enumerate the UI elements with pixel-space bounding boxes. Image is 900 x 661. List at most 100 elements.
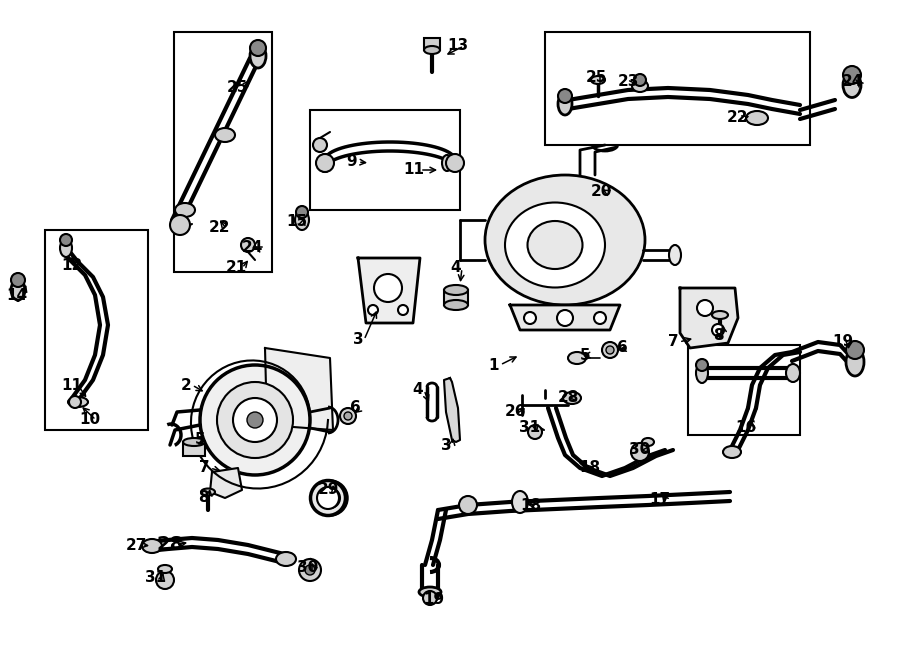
Circle shape <box>320 488 340 508</box>
Ellipse shape <box>295 210 309 230</box>
Circle shape <box>69 396 81 408</box>
Bar <box>310 110 460 210</box>
Circle shape <box>374 274 402 302</box>
Ellipse shape <box>723 446 741 458</box>
Circle shape <box>843 66 861 84</box>
Ellipse shape <box>175 203 195 217</box>
Text: 30: 30 <box>629 442 651 457</box>
Circle shape <box>316 154 334 172</box>
Circle shape <box>606 346 614 354</box>
Text: 6: 6 <box>349 401 360 416</box>
Ellipse shape <box>786 364 800 382</box>
Ellipse shape <box>444 300 468 310</box>
Circle shape <box>528 425 542 439</box>
Ellipse shape <box>442 155 452 171</box>
Ellipse shape <box>568 352 586 364</box>
Circle shape <box>696 359 708 371</box>
Polygon shape <box>265 348 333 430</box>
Circle shape <box>170 215 190 235</box>
Text: 3: 3 <box>353 332 364 348</box>
Circle shape <box>459 496 477 514</box>
Text: 31: 31 <box>519 420 541 436</box>
Ellipse shape <box>505 202 605 288</box>
Text: 3: 3 <box>441 438 451 453</box>
Ellipse shape <box>485 175 645 305</box>
Ellipse shape <box>632 80 648 92</box>
Circle shape <box>217 382 293 458</box>
Circle shape <box>697 300 713 316</box>
Circle shape <box>340 408 356 424</box>
Circle shape <box>846 341 864 359</box>
Circle shape <box>712 324 724 336</box>
Text: 11: 11 <box>403 163 425 178</box>
Text: 8: 8 <box>198 490 208 506</box>
Text: 6: 6 <box>616 340 627 356</box>
Ellipse shape <box>591 76 605 84</box>
Circle shape <box>557 310 573 326</box>
Ellipse shape <box>696 363 708 383</box>
Text: 4: 4 <box>413 383 423 397</box>
Ellipse shape <box>843 73 861 98</box>
Circle shape <box>313 138 327 152</box>
Ellipse shape <box>712 311 728 319</box>
Ellipse shape <box>527 221 582 269</box>
Circle shape <box>233 398 277 442</box>
Text: 18: 18 <box>580 461 600 475</box>
Circle shape <box>398 305 408 315</box>
Text: 24: 24 <box>842 75 863 89</box>
Polygon shape <box>358 258 420 323</box>
Circle shape <box>423 591 437 605</box>
Text: 30: 30 <box>297 561 319 576</box>
Circle shape <box>11 273 25 287</box>
Circle shape <box>247 412 263 428</box>
Ellipse shape <box>318 154 332 172</box>
Ellipse shape <box>669 245 681 265</box>
Circle shape <box>524 312 536 324</box>
Text: 7: 7 <box>668 334 679 350</box>
Text: 14: 14 <box>6 288 28 303</box>
Circle shape <box>200 365 310 475</box>
Text: 18: 18 <box>520 498 542 512</box>
Text: 12: 12 <box>61 258 83 272</box>
Bar <box>183 442 205 456</box>
Circle shape <box>634 74 646 86</box>
Ellipse shape <box>317 487 339 509</box>
Text: 11: 11 <box>61 377 83 393</box>
Circle shape <box>631 443 649 461</box>
Ellipse shape <box>183 438 205 446</box>
Text: 23: 23 <box>617 75 639 89</box>
Text: 28: 28 <box>157 535 184 555</box>
Ellipse shape <box>563 392 581 404</box>
Text: 5: 5 <box>194 432 205 447</box>
Ellipse shape <box>419 587 441 597</box>
Ellipse shape <box>444 285 468 295</box>
Ellipse shape <box>746 111 768 125</box>
Text: 8: 8 <box>713 327 724 342</box>
Text: 7: 7 <box>199 461 210 475</box>
Ellipse shape <box>642 438 654 446</box>
Text: 20: 20 <box>590 184 612 200</box>
Circle shape <box>156 571 174 589</box>
Polygon shape <box>210 468 242 498</box>
Bar <box>688 345 800 435</box>
Text: 24: 24 <box>241 241 263 256</box>
Polygon shape <box>444 378 460 442</box>
Text: 15: 15 <box>286 215 308 229</box>
Circle shape <box>299 559 321 581</box>
Polygon shape <box>510 305 620 330</box>
Circle shape <box>241 238 255 252</box>
Text: 4: 4 <box>451 260 462 276</box>
Circle shape <box>296 206 308 218</box>
Text: 10: 10 <box>79 412 101 428</box>
Text: 17: 17 <box>650 492 670 508</box>
Ellipse shape <box>250 44 266 68</box>
Text: 25: 25 <box>226 81 248 95</box>
Circle shape <box>602 342 618 358</box>
Ellipse shape <box>512 491 528 513</box>
Circle shape <box>558 89 572 103</box>
Bar <box>444 290 468 305</box>
Text: 22: 22 <box>209 221 230 235</box>
Circle shape <box>60 234 72 246</box>
Circle shape <box>313 481 347 515</box>
Ellipse shape <box>68 397 88 407</box>
